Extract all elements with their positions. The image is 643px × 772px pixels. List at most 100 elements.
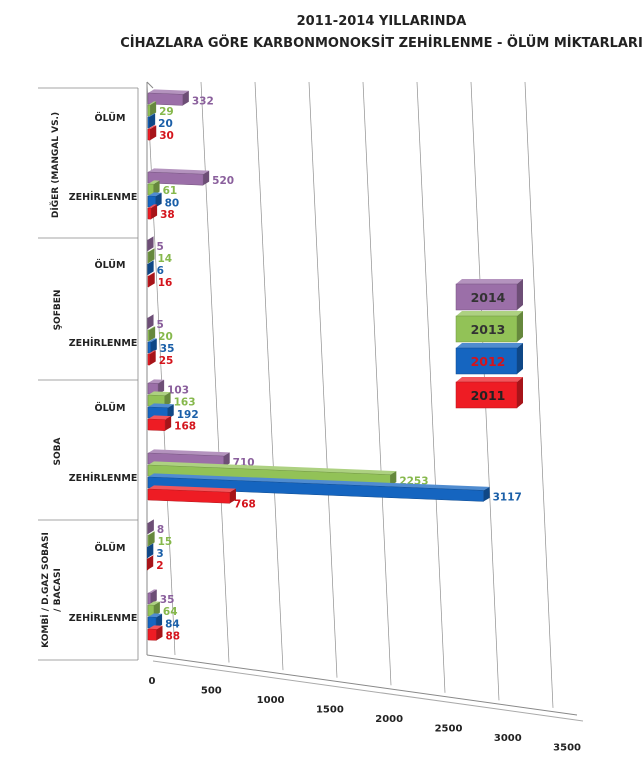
bar-end-face	[149, 326, 156, 342]
group-label: KOMBİ / D.GAZ SOBASI	[40, 532, 51, 648]
bar-end-face	[147, 236, 154, 251]
data-label: 332	[192, 95, 214, 107]
bar-top-face	[148, 89, 189, 95]
group-label: / BACASI	[53, 568, 63, 612]
bar-top-face	[148, 391, 171, 396]
legend-swatch-side	[517, 311, 523, 342]
gridline	[308, 81, 338, 678]
bar-top-face	[148, 101, 157, 106]
bar-end-face	[150, 101, 157, 117]
bar-top-face	[148, 485, 236, 493]
wall-corner	[146, 81, 154, 89]
bar-top-face	[148, 613, 163, 618]
row-label: ÖLÜM	[95, 403, 126, 414]
legend-label: 2013	[471, 322, 506, 337]
data-label: 64	[163, 606, 178, 618]
bar-top-face	[148, 461, 397, 475]
legend-swatch-2012	[455, 347, 518, 375]
x-tick-label: 3000	[494, 733, 522, 744]
bar-top-face	[148, 248, 155, 253]
bar-end-face	[165, 416, 172, 431]
bar-end-face	[149, 350, 156, 366]
legend-label: 2012	[471, 354, 506, 369]
bar-top-face	[148, 589, 157, 594]
row-label: ÖLÜM	[95, 543, 126, 554]
data-label: 20	[158, 331, 173, 343]
bar-end-face	[158, 379, 165, 395]
bar-end-face	[151, 204, 158, 220]
x-tick-label: 2500	[435, 724, 463, 735]
bar-top-face	[148, 192, 162, 197]
bar-2011	[147, 418, 166, 431]
bar-2011	[147, 128, 151, 141]
data-label: 35	[160, 343, 175, 355]
bar-end-face	[150, 589, 157, 605]
bar-2011	[147, 275, 149, 288]
gridline	[362, 81, 392, 686]
data-label: 5	[157, 319, 164, 331]
bar-end-face	[164, 392, 171, 407]
gridline	[416, 81, 446, 693]
bar-top-face	[148, 113, 156, 118]
bar-end-face	[153, 180, 160, 196]
floor-front-edge	[152, 660, 584, 722]
bar-end-face	[390, 471, 397, 486]
data-label: 168	[174, 421, 196, 433]
row-label: ZEHİRLENME	[69, 192, 138, 203]
bar-end-face	[155, 192, 162, 208]
bar-end-face	[147, 555, 154, 570]
bar-top-face	[148, 379, 165, 384]
bar-top-face	[148, 180, 160, 185]
bar-end-face	[147, 314, 154, 329]
x-tick-label: 3500	[553, 743, 581, 754]
bar-top-face	[148, 449, 230, 457]
data-label: 25	[159, 355, 174, 367]
data-label: 768	[234, 498, 256, 510]
bar-2013	[147, 251, 149, 264]
bar-top-face	[148, 403, 174, 408]
row-label: ZEHİRLENME	[69, 338, 138, 349]
data-label: 5	[157, 241, 164, 253]
data-label: 3	[156, 548, 163, 560]
bar-2011	[147, 628, 157, 641]
data-label: 3117	[493, 491, 522, 503]
bar-end-face	[147, 543, 154, 558]
legend-label: 2014	[471, 290, 506, 305]
bar-end-face	[153, 601, 160, 617]
x-tick-label: 1000	[257, 695, 285, 706]
bar-top-face	[148, 473, 490, 491]
bar-2012	[147, 116, 150, 129]
group-label: DİĞER (MANGAL VS.)	[49, 112, 61, 218]
x-tick-label: 2000	[375, 714, 403, 725]
bar-end-face	[150, 338, 157, 354]
bar-top-face	[148, 168, 210, 175]
legend-swatch-side	[517, 279, 523, 310]
data-label: 38	[160, 209, 175, 221]
legend-swatch-2014	[455, 283, 518, 311]
group-label: ŞOFBEN	[53, 290, 63, 331]
gridline	[200, 81, 230, 663]
row-label: ÖLÜM	[95, 260, 126, 271]
data-label: 30	[159, 130, 174, 142]
data-label: 103	[167, 384, 189, 396]
data-label: 16	[158, 277, 173, 289]
bar-top-face	[148, 338, 157, 343]
bar-top-face	[148, 272, 155, 277]
bar-top-face	[148, 350, 156, 355]
bar-2014	[147, 592, 152, 605]
data-label: 61	[163, 185, 178, 197]
data-label: 8	[157, 524, 164, 536]
bar-2013	[147, 329, 150, 342]
row-label: ZEHİRLENME	[69, 473, 138, 484]
gridline	[254, 81, 284, 671]
bar-end-face	[223, 452, 230, 468]
chart-subtitle: CİHAZLARA GÖRE KARBONMONOKSİT ZEHİRLENME…	[120, 36, 643, 51]
legend-swatch-top	[456, 279, 523, 284]
bar-end-face	[149, 113, 156, 129]
bar-end-face	[203, 170, 210, 186]
bar-top-face	[148, 601, 160, 606]
x-tick-label: 500	[201, 686, 222, 697]
data-label: 15	[158, 536, 173, 548]
data-label: 29	[159, 106, 174, 118]
